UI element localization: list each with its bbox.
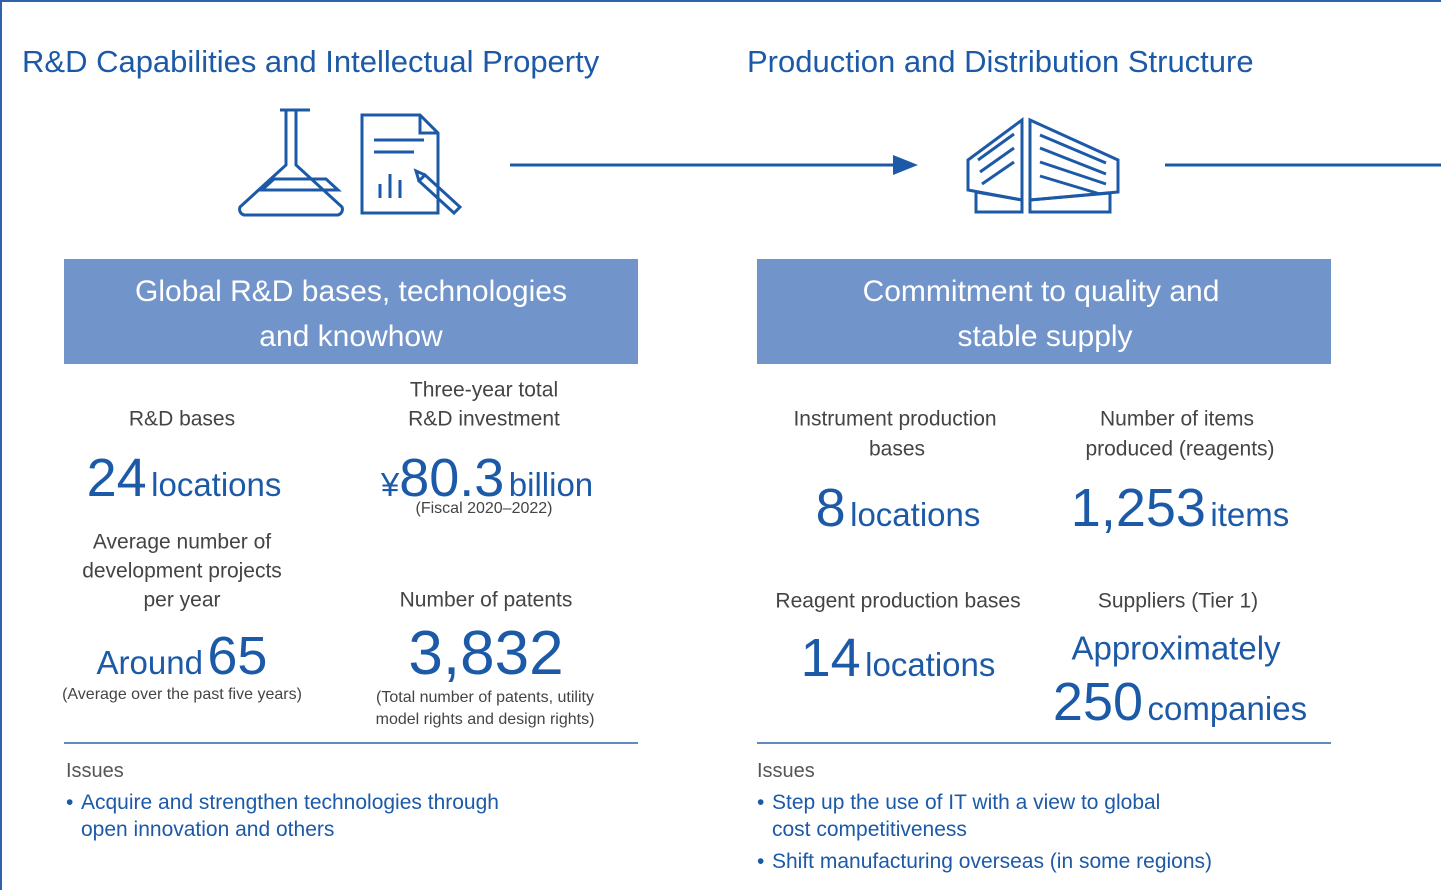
issue-line: Acquire and strengthen technologies thro…: [81, 791, 499, 814]
section-title: R&D Capabilities and Intellectual Proper…: [22, 44, 600, 79]
stat-label: R&D investment: [408, 407, 560, 431]
stat-number: 14: [800, 628, 861, 688]
stat-number: 80.3: [399, 448, 505, 508]
theme-line: Commitment to quality and: [862, 275, 1220, 308]
stat-label: bases: [868, 437, 926, 461]
flask-icon: [238, 108, 344, 217]
stat-note: (Fiscal 2020–2022): [415, 500, 553, 517]
stat-value: 24 locations: [87, 451, 282, 505]
stat-prefix: ¥: [380, 466, 400, 503]
issue-line: open innovation and others: [81, 818, 335, 841]
stat-unit: billion: [508, 466, 594, 503]
stat-number: 1,253: [1070, 478, 1206, 538]
stat-label: produced (reagents): [1085, 437, 1275, 461]
stat-value: ¥80.3 billion: [381, 451, 593, 505]
stat-value: 14 locations: [801, 631, 996, 685]
stat-value: 8 locations: [816, 481, 981, 535]
stat-number: 65: [207, 626, 268, 686]
stat-number: 3,832: [408, 619, 564, 688]
issue-bullet: •: [757, 850, 765, 873]
stat-label: Instrument production: [793, 407, 997, 431]
stat-unit: locations: [850, 496, 981, 533]
stat-note: (Average over the past five years): [62, 686, 302, 703]
stat-unit: companies: [1147, 690, 1308, 727]
stat-number: 250: [1052, 672, 1144, 732]
issues-heading: Issues: [757, 760, 815, 782]
stat-label: Average number of: [92, 530, 272, 554]
stat-number: 24: [86, 448, 147, 508]
stat-unit: items: [1210, 496, 1290, 533]
stat-value: 3,832: [408, 623, 563, 685]
stat-note: model rights and design rights): [375, 711, 595, 728]
arrow-head: [893, 155, 918, 175]
issue-line: cost competitiveness: [772, 818, 967, 841]
stat-label: development projects: [82, 559, 282, 583]
theme-line: stable supply: [957, 320, 1133, 353]
issue-line: Step up the use of IT with a view to glo…: [772, 791, 1161, 814]
theme-line: and knowhow: [259, 320, 443, 353]
issue-bullet: •: [66, 791, 74, 814]
stat-note: (Total number of patents, utility: [376, 689, 594, 706]
stat-value: Around 65: [97, 629, 268, 683]
stat-label: Three-year total: [409, 378, 559, 402]
issue-bullet: •: [757, 791, 765, 814]
section-title: Production and Distribution Structure: [747, 44, 1254, 79]
stat-label: R&D bases: [128, 407, 236, 431]
stat-value: 250 companies: [1053, 675, 1307, 729]
stat-label: Suppliers (Tier 1): [1097, 589, 1259, 613]
stat-prefix: Approximately: [1071, 629, 1281, 667]
stat-label: Reagent production bases: [775, 589, 1021, 613]
stat-label: per year: [143, 588, 221, 612]
issues-heading: Issues: [66, 760, 124, 782]
stat-label: Number of items: [1099, 407, 1255, 431]
building-icon: [966, 117, 1120, 214]
stat-unit: locations: [151, 466, 282, 503]
theme-line: Global R&D bases, technologies: [135, 275, 567, 308]
stat-value: 1,253 items: [1071, 481, 1289, 535]
document-icon: [360, 113, 463, 216]
theme-box: Commitment to quality and stable supply: [757, 259, 1331, 364]
stat-label: Number of patents: [399, 588, 573, 612]
issue-line: Shift manufacturing overseas (in some re…: [772, 850, 1213, 873]
stat-prefix: Around: [96, 644, 203, 681]
stat-number: 8: [815, 478, 846, 538]
stat-unit: locations: [865, 646, 996, 683]
theme-box: Global R&D bases, technologies and knowh…: [64, 259, 638, 364]
